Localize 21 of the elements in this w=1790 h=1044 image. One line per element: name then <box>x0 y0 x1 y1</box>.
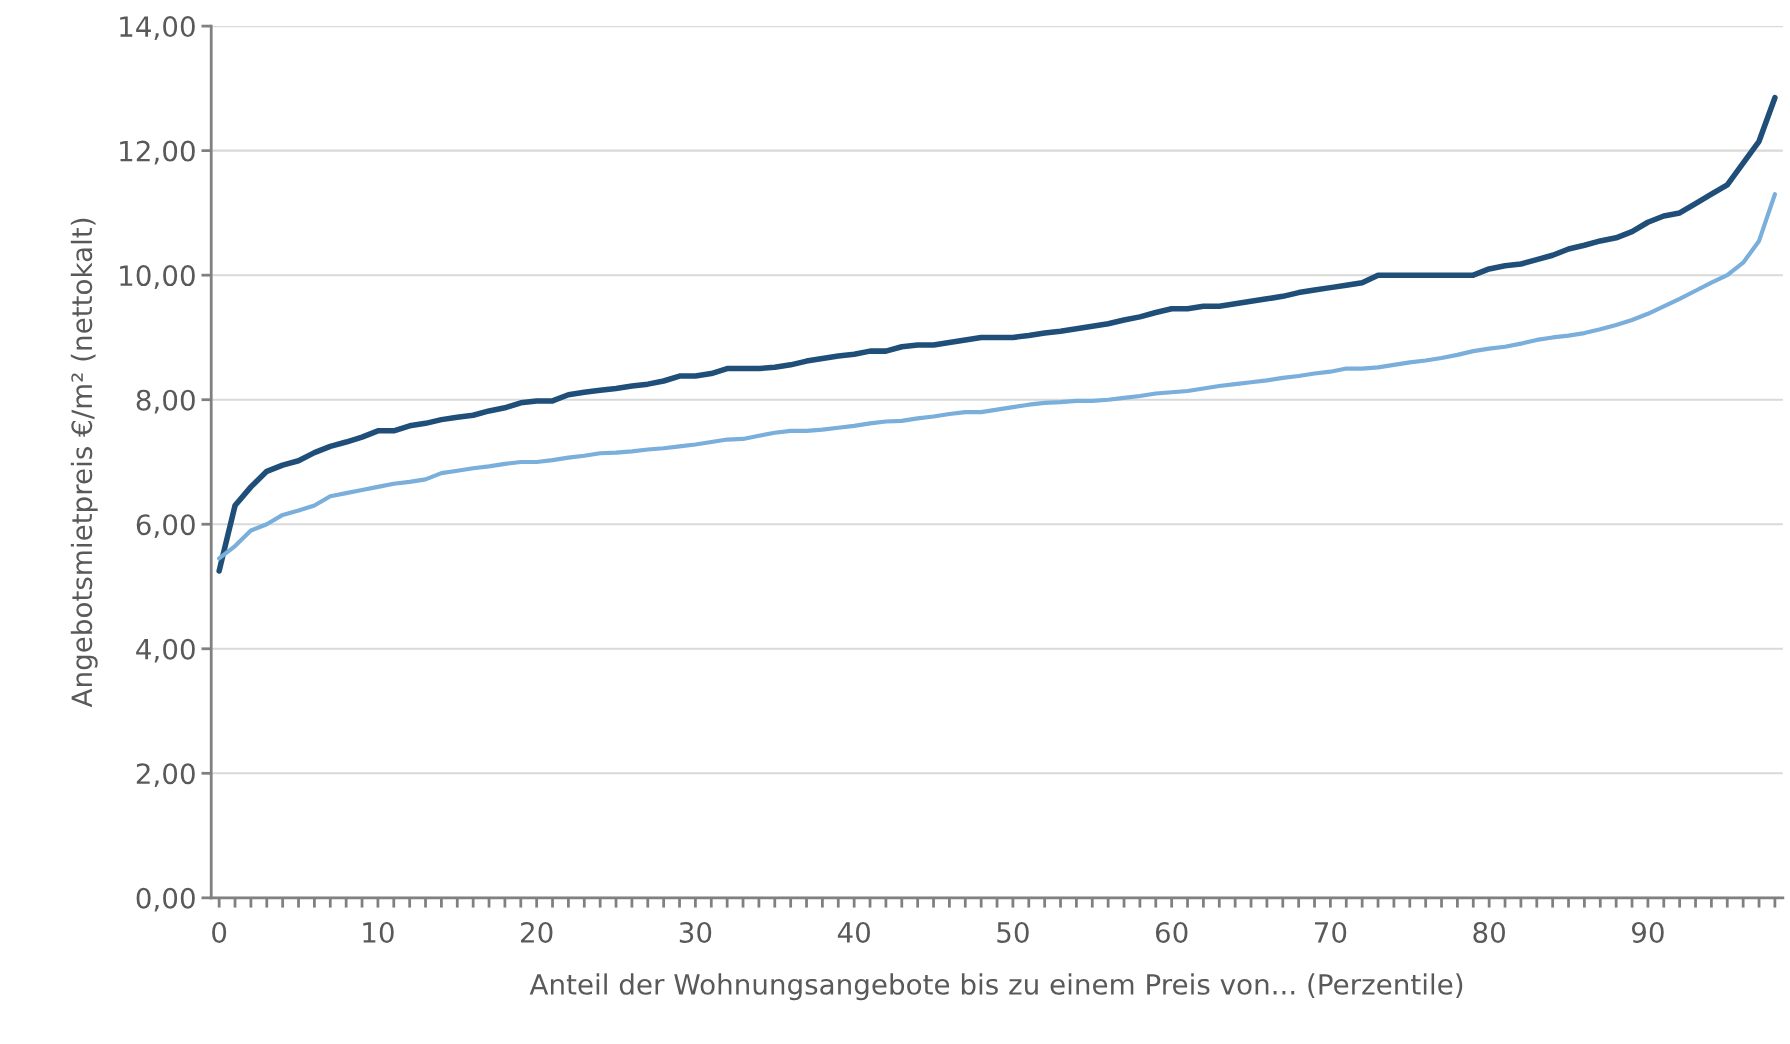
x-tick-label: 0 <box>212 921 227 943</box>
y-tick-label: 14,00 <box>120 16 195 40</box>
x-tick-label: 20 <box>521 921 553 943</box>
x-tick-label: 40 <box>837 921 870 943</box>
x-axis-title: Anteil der Wohnungsangebote bis zu einem Preis von... (Perzentile) <box>529 973 1463 1001</box>
x-tick-label: 90 <box>1631 921 1664 943</box>
y-tick-label: 0,00 <box>136 887 195 912</box>
y-tick-label: 8,00 <box>136 389 195 414</box>
x-tick-label: 30 <box>679 921 712 943</box>
x-tick-label: 80 <box>1473 921 1505 943</box>
x-tick-label: 60 <box>1155 921 1188 943</box>
x-tick-label: 10 <box>363 921 394 943</box>
line-series <box>217 192 1777 561</box>
y-tick-label: 4,00 <box>136 638 195 663</box>
x-tick-label: 70 <box>1315 921 1347 943</box>
y-tick-label: 10,00 <box>120 265 195 289</box>
x-tick-label: 50 <box>997 921 1029 943</box>
y-axis-title: Angebotsmietpreis €/m² (nettokalt) <box>70 218 98 708</box>
y-tick-label: 12,00 <box>120 140 195 165</box>
y-tick-label: 2,00 <box>136 763 195 788</box>
y-tick-label: 6,00 <box>136 514 195 539</box>
